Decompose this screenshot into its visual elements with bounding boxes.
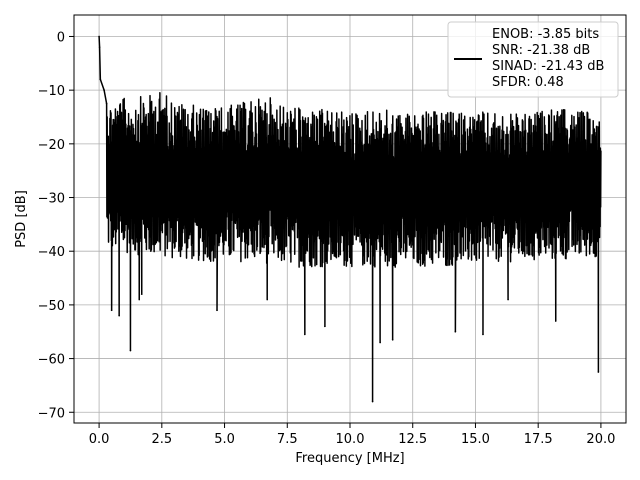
legend-box [447, 21, 619, 98]
dip-point [138, 298, 141, 301]
y-tick-label: −60 [38, 353, 65, 368]
y-tick-label: −20 [38, 138, 65, 153]
dip-point [216, 309, 218, 312]
dip-point [118, 314, 120, 317]
legend-enob: ENOB: -3.85 bits [492, 27, 599, 42]
dip-point [507, 298, 509, 301]
y-axis-label: PSD [dB] [14, 190, 29, 248]
x-tick-label: 5.0 [214, 432, 235, 447]
dip-point [266, 298, 269, 301]
x-tick-label: 7.5 [277, 432, 298, 447]
dip-point [597, 371, 600, 373]
ticks: 0.0 2.5 5.0 7.5 10.0 12.5 15.0 17.5 20.0 0 −10 −20 −… [38, 30, 616, 447]
x-axis-label: Frequency [MHz] [295, 451, 404, 466]
legend-sfdr: SFDR: 0.48 [492, 75, 564, 90]
legend-snr: SNR: -21.38 dB [492, 43, 590, 58]
x-tick-label: 12.5 [398, 432, 427, 447]
x-tick-label: 10.0 [336, 432, 365, 447]
psd-series-line [98, 36, 602, 403]
x-tick-label: 0.0 [89, 432, 110, 447]
y-tick-label: −10 [38, 84, 65, 99]
x-tick-label: 20.0 [586, 432, 615, 447]
y-tick-label: 0 [57, 30, 65, 45]
dip-point [140, 293, 143, 295]
data-layer [98, 35, 602, 403]
legend-sinad: SINAD: -21.43 dB [492, 59, 604, 74]
dip-point [482, 333, 484, 336]
dip-point [324, 325, 326, 328]
y-tick-label: −50 [38, 299, 65, 314]
peak-point [98, 46, 101, 49]
y-tick-label: −70 [38, 406, 65, 421]
peak-point [99, 78, 102, 81]
x-tick-label: 15.0 [461, 432, 490, 447]
y-tick-label: −30 [38, 192, 65, 207]
peak-point [103, 89, 105, 91]
dip-point [454, 330, 457, 333]
peak-point [98, 35, 100, 38]
dip-point [110, 309, 113, 312]
dip-point [391, 338, 394, 341]
dip-point [554, 320, 557, 322]
dip-point [129, 349, 132, 352]
x-tick-label: 2.5 [151, 432, 172, 447]
legend: ENOB: -3.85 bits SNR: -21.38 dB SINAD: -… [447, 21, 619, 98]
dip-point [304, 333, 306, 336]
dip-point [379, 341, 381, 344]
x-tick-label: 17.5 [524, 432, 553, 447]
y-tick-label: −40 [38, 245, 65, 260]
dip-point [371, 400, 374, 403]
peak-point [105, 102, 108, 105]
